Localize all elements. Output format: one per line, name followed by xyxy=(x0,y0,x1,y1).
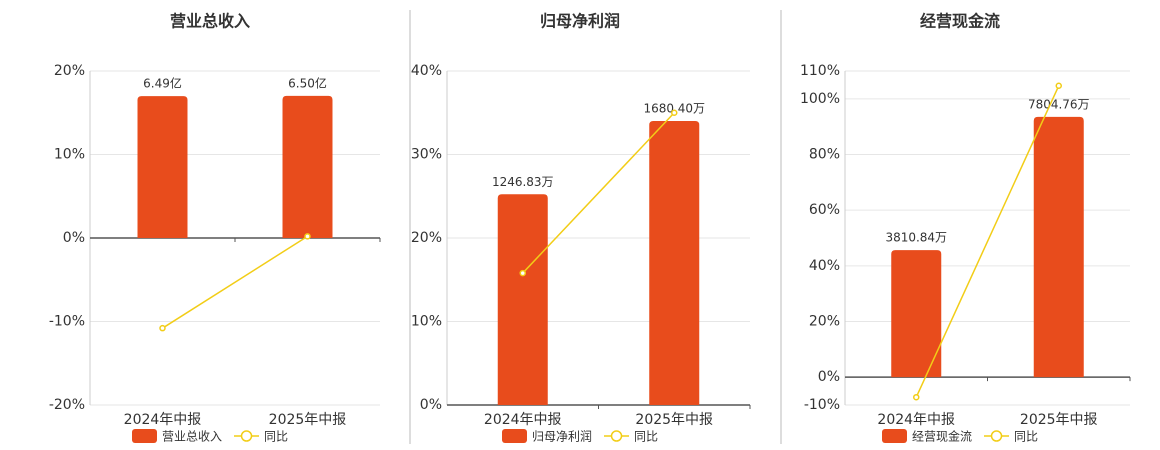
data-label: 1246.83万 xyxy=(492,175,554,189)
data-label: 3810.84万 xyxy=(885,231,947,245)
line-marker xyxy=(159,324,166,332)
legend-swatch xyxy=(610,430,623,442)
y-tick-label: 0% xyxy=(420,397,442,413)
legend-label: 归母净利润 xyxy=(532,430,592,444)
y-tick-label: 20% xyxy=(54,63,85,79)
bar xyxy=(497,194,548,405)
chart-title: 经营现金流 xyxy=(920,12,1000,31)
legend-swatch xyxy=(882,429,907,443)
legend-swatch xyxy=(990,430,1003,442)
y-tick-label: 20% xyxy=(411,230,442,246)
y-tick-label: 10% xyxy=(411,314,442,330)
y-tick-label: 20% xyxy=(809,314,840,330)
line xyxy=(162,235,308,329)
line-marker xyxy=(913,393,920,401)
y-tick-label: 0% xyxy=(63,230,85,246)
bar xyxy=(1033,116,1084,378)
chart-title: 营业总收入 xyxy=(170,12,250,31)
bar xyxy=(891,250,942,378)
line xyxy=(522,112,675,274)
data-label: 6.49亿 xyxy=(143,76,182,91)
legend-label: 同比 xyxy=(634,430,658,444)
x-tick-label: 2025年中报 xyxy=(269,412,347,428)
y-tick-label: 80% xyxy=(809,147,840,163)
bar xyxy=(137,96,188,238)
y-tick-label: 10% xyxy=(54,147,85,163)
data-label: 7804.76万 xyxy=(1028,97,1090,111)
y-tick-label: -10% xyxy=(49,314,85,330)
y-tick-label: 30% xyxy=(411,147,442,163)
legend-label: 同比 xyxy=(264,430,288,444)
legend-swatch xyxy=(240,430,253,442)
bar xyxy=(282,95,333,238)
y-tick-label: 40% xyxy=(411,63,442,79)
line-marker xyxy=(304,233,311,240)
x-tick-label: 2024年中报 xyxy=(877,412,955,428)
x-tick-label: 2025年中报 xyxy=(635,412,713,428)
data-label: 1680.40万 xyxy=(643,101,705,115)
line-marker xyxy=(519,269,526,277)
y-tick-label: -10% xyxy=(804,397,840,413)
line xyxy=(915,85,1060,398)
legend-label: 营业总收入 xyxy=(162,430,222,444)
legend-swatch xyxy=(502,429,527,443)
y-tick-label: 110% xyxy=(800,63,840,79)
x-tick-label: 2025年中报 xyxy=(1020,412,1098,428)
y-tick-label: 0% xyxy=(818,369,840,385)
line-marker xyxy=(1055,82,1062,90)
y-tick-label: -20% xyxy=(49,397,85,413)
chart-title: 归母净利润 xyxy=(540,12,620,31)
x-tick-label: 2024年中报 xyxy=(124,412,202,428)
data-label: 6.50亿 xyxy=(288,75,327,90)
y-tick-label: 40% xyxy=(809,258,840,274)
legend-label: 经营现金流 xyxy=(912,429,972,444)
y-tick-label: 100% xyxy=(800,91,840,107)
legend-label: 同比 xyxy=(1014,430,1038,444)
x-tick-label: 2024年中报 xyxy=(484,412,562,428)
line-marker xyxy=(671,109,678,116)
bar xyxy=(649,120,700,405)
y-tick-label: 60% xyxy=(809,202,840,218)
legend-swatch xyxy=(132,429,157,443)
